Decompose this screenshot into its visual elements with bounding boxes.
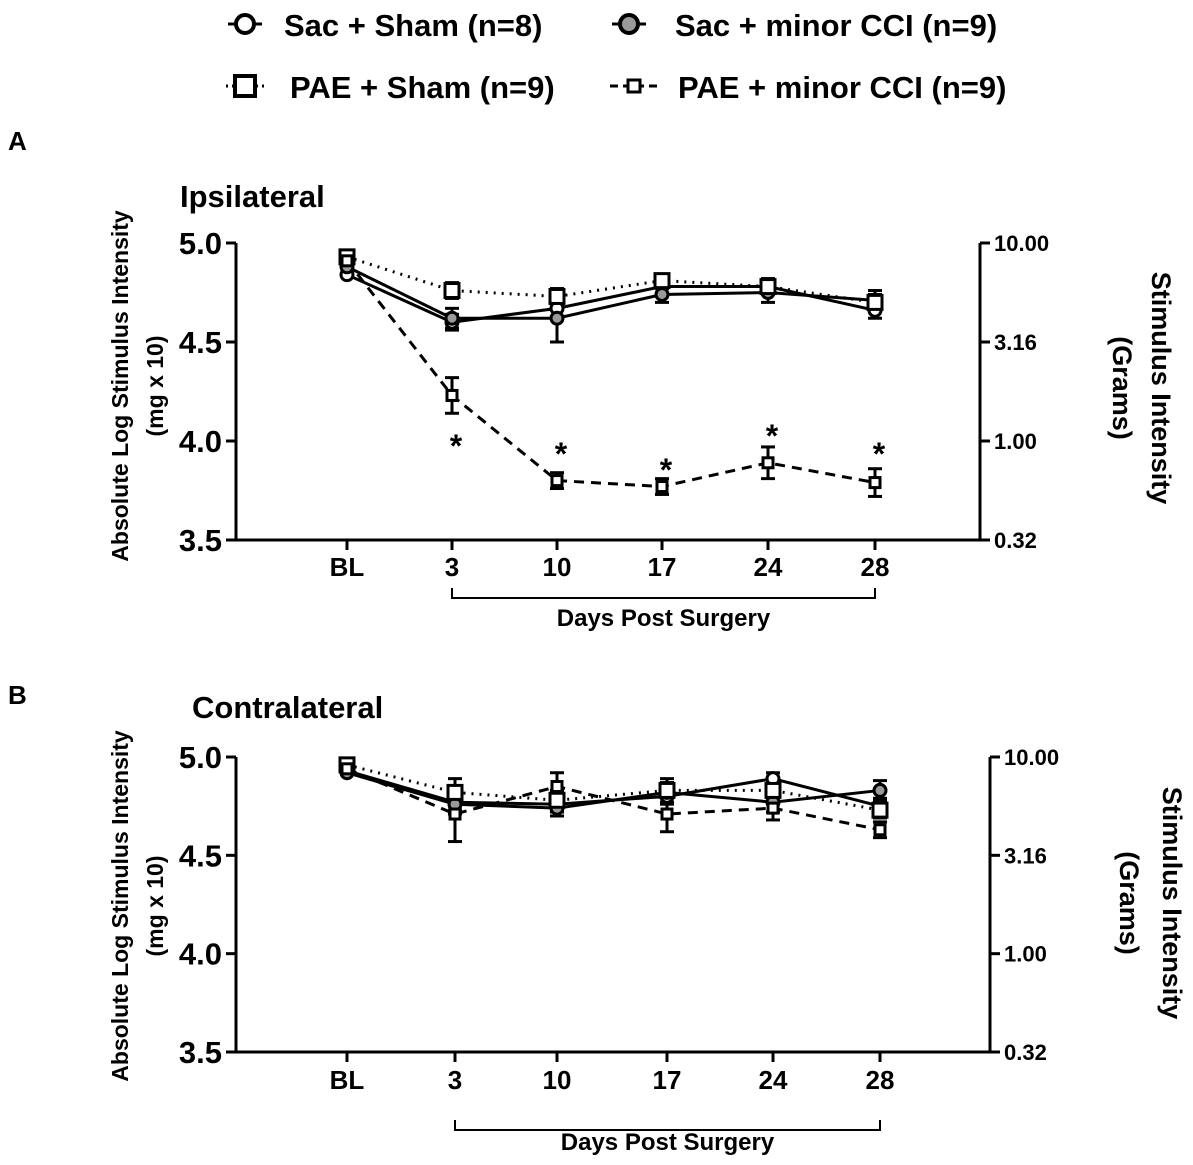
- data-point: [658, 781, 676, 799]
- x-tick-label: 28: [861, 552, 890, 582]
- data-point: [549, 310, 565, 326]
- data-point: [868, 476, 882, 490]
- square-small-marker-icon: [626, 78, 642, 94]
- x-tick-label: 28: [866, 1065, 895, 1095]
- data-point: [871, 801, 889, 819]
- x-tick-label: BL: [330, 552, 365, 582]
- y2-tick-label: 3.16: [1004, 843, 1047, 868]
- x-tick-label: 24: [754, 552, 783, 582]
- y2-axis-label: Stimulus Intensity: [1146, 272, 1176, 505]
- y2-tick-label: 10.00: [1004, 745, 1059, 770]
- y-tick-label: 5.0: [179, 226, 222, 261]
- y-axis-unit: (mg x 10): [142, 856, 168, 957]
- data-point: [548, 287, 566, 305]
- y2-axis-unit: (Grams): [1114, 851, 1144, 955]
- legend-label: Sac + minor CCI (n=9): [675, 8, 997, 43]
- data-point: [443, 282, 461, 300]
- y-axis-label: Absolute Log Stimulus Intensity: [107, 730, 133, 1082]
- significance-marker: *: [766, 418, 779, 454]
- y-tick-label: 4.0: [179, 424, 222, 459]
- series-line: [346, 763, 881, 812]
- x-tick-label: 24: [759, 1065, 788, 1095]
- data-point: [764, 781, 782, 799]
- y-axis-label: Absolute Log Stimulus Intensity: [107, 210, 133, 562]
- y2-tick-label: 3.16: [994, 330, 1037, 355]
- y2-tick-label: 0.32: [994, 528, 1037, 553]
- y-axis-unit: (mg x 10): [142, 336, 168, 437]
- x-tick-label: 3: [445, 552, 459, 582]
- panel-letter: B: [8, 680, 27, 710]
- y-tick-label: 4.5: [179, 838, 222, 873]
- legend-item-sac-cci: Sac + minor CCI (n=9): [612, 8, 997, 43]
- x-tick-label: 17: [653, 1065, 682, 1095]
- y2-tick-label: 10.00: [994, 231, 1049, 256]
- x-tick-label: 17: [648, 552, 677, 582]
- panel-b: B Contralateral Absolute Log Stimulus In…: [8, 680, 1187, 1156]
- data-point: [548, 791, 566, 809]
- y2-axis-unit: (Grams): [1107, 336, 1137, 440]
- y-tick-label: 3.5: [179, 523, 222, 558]
- y-tick-label: 5.0: [179, 740, 222, 775]
- y2-tick-label: 1.00: [994, 429, 1037, 454]
- data-point: [653, 272, 671, 290]
- significance-marker: *: [660, 452, 673, 488]
- panel-title: Contralateral: [192, 690, 383, 725]
- x-range-bracket: [451, 588, 876, 599]
- data-point: [340, 254, 354, 268]
- square-open-marker-icon: [233, 74, 257, 98]
- y-tick-label: 4.5: [179, 325, 222, 360]
- x-range-bracket: [454, 1120, 881, 1131]
- series-line: [346, 265, 876, 320]
- significance-marker: *: [450, 428, 463, 464]
- x-tick-label: 10: [543, 1065, 572, 1095]
- data-point: [660, 807, 674, 821]
- data-point: [872, 782, 888, 798]
- circle-open-marker-icon: [234, 13, 256, 35]
- data-point: [873, 823, 887, 837]
- x-tick-label: 10: [543, 552, 572, 582]
- legend: Sac + Sham (n=8) Sac + minor CCI (n=9) P…: [226, 8, 1006, 105]
- y2-tick-label: 0.32: [1004, 1040, 1047, 1065]
- legend-item-pae-cci: PAE + minor CCI (n=9): [610, 70, 1006, 105]
- data-point: [761, 456, 775, 470]
- x-tick-label: BL: [330, 1065, 365, 1095]
- data-point: [550, 780, 564, 793]
- legend-label: Sac + Sham (n=8): [284, 8, 542, 43]
- legend-item-pae-sham: PAE + Sham (n=9): [226, 70, 555, 105]
- data-point: [444, 310, 460, 326]
- y-tick-label: 4.0: [179, 937, 222, 972]
- legend-label: PAE + minor CCI (n=9): [678, 70, 1006, 105]
- series-line: [345, 259, 876, 489]
- data-point: [866, 293, 884, 311]
- x-axis-label: Days Post Surgery: [557, 605, 771, 632]
- legend-item-sac-sham: Sac + Sham (n=8): [228, 8, 542, 43]
- plot-area: 5.0 4.5 4.0 3.5 10.00 3.16 1.00 0.32 BL 3 10 17 24 28…: [179, 226, 1049, 632]
- circle-gray-marker-icon: [618, 13, 640, 35]
- data-point: [448, 807, 462, 821]
- significance-marker: *: [873, 436, 886, 472]
- data-point: [550, 474, 564, 488]
- panel-a: A Ipsilateral Absolute Log Stimulus Inte…: [8, 126, 1176, 632]
- x-axis-label: Days Post Surgery: [561, 1129, 775, 1156]
- data-point: [759, 278, 777, 296]
- y-tick-label: 3.5: [179, 1035, 222, 1070]
- significance-marker: *: [555, 436, 568, 472]
- x-tick-label: 3: [448, 1065, 462, 1095]
- data-point: [766, 801, 780, 815]
- panel-letter: A: [8, 126, 27, 156]
- panel-title: Ipsilateral: [180, 179, 325, 214]
- y2-axis-label: Stimulus Intensity: [1157, 787, 1187, 1020]
- series-line: [346, 273, 876, 324]
- data-point: [446, 783, 464, 801]
- series-line: [346, 767, 881, 832]
- legend-label: PAE + Sham (n=9): [290, 70, 555, 105]
- data-point: [655, 480, 669, 494]
- data-point: [654, 286, 670, 302]
- y2-tick-label: 1.00: [1004, 942, 1047, 967]
- data-point: [445, 388, 459, 402]
- plot-area: 5.0 4.5 4.0 3.5 10.00 3.16 1.00 0.32 BL 3 10 17 24 28…: [179, 740, 1059, 1156]
- data-point: [340, 762, 354, 776]
